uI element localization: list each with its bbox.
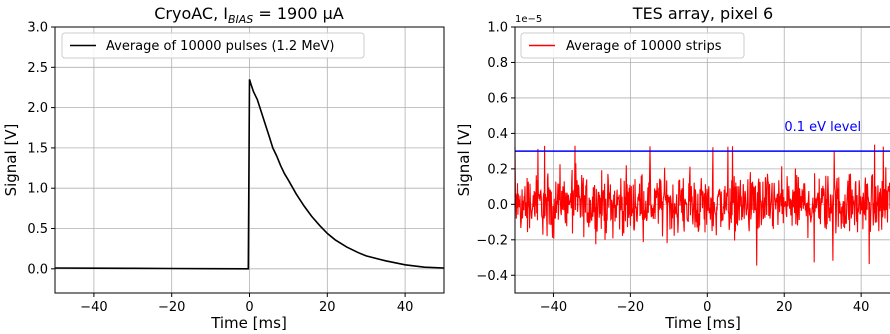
cryoac-ytick-label: 3.0 [27, 21, 48, 36]
tes-legend-label: Average of 10000 strips [566, 39, 722, 54]
tes-ytick-label: 0.0 [487, 198, 508, 213]
tes-legend-box [520, 32, 745, 59]
cryoac-xtick-label: −20 [158, 300, 185, 315]
cryoac-legend: Average of 10000 pulses (1.2 MeV) [61, 32, 365, 59]
tes-title: TES array, pixel 6 [632, 4, 773, 23]
tes-ticks: −40 −20 0 20 40 −0.4 −0.2 0.0 0.2 0.4 0.6 0.8 1.0 [476, 21, 869, 316]
tes-ytick-label: 0.2 [487, 162, 508, 177]
cryoac-xtick-label: 0 [245, 300, 253, 315]
cryoac-xtick-label: 20 [319, 300, 336, 315]
cryoac-ytick-label: 0.5 [27, 222, 48, 237]
cryoac-ticks: −40 −20 0 20 40 0.0 0.5 1.0 1.5 2.0 2.5 3.0 [27, 21, 413, 316]
tes-panel: TES array, pixel 6 1e−5 0.1 eV level −40… [455, 4, 890, 332]
cryoac-ytick-label: 2.5 [27, 61, 48, 76]
cryoac-ytick-label: 1.5 [27, 141, 48, 156]
tes-xtick-label: 40 [853, 300, 870, 315]
cryoac-xtick-label: −40 [80, 300, 107, 315]
tes-x-axis-label: Time [ms] [664, 314, 741, 332]
tes-legend: Average of 10000 strips [520, 32, 745, 59]
tes-xtick-label: −40 [540, 300, 567, 315]
tes-xtick-label: 20 [776, 300, 793, 315]
cryoac-ytick-label: 0.0 [27, 262, 48, 277]
cryoac-title: CryoAC, IBIAS = 1900 μA [154, 4, 344, 26]
cryoac-ytick-label: 1.0 [27, 182, 48, 197]
cryoac-ytick-label: 2.0 [27, 101, 48, 116]
cryoac-pulse-line [54, 79, 445, 270]
tes-series [514, 144, 890, 266]
tes-y-axis-label: Signal [V] [455, 124, 473, 197]
tes-noise-line [514, 144, 890, 266]
cryoac-series [54, 79, 445, 270]
tes-y-offset-label: 1e−5 [515, 14, 542, 25]
tes-xtick-label: −20 [617, 300, 644, 315]
cryoac-legend-box [61, 32, 365, 59]
cryoac-panel: CryoAC, IBIAS = 1900 μA −40 −20 0 20 40 0.0 0.… [2, 4, 445, 332]
tes-ytick-label: 0.8 [487, 56, 508, 71]
cryoac-x-axis-label: Time [ms] [210, 314, 287, 332]
tes-xtick-label: 0 [703, 300, 711, 315]
cryoac-xtick-label: 40 [397, 300, 414, 315]
tes-plot-frame [514, 26, 890, 294]
cryoac-y-axis-label: Signal [V] [2, 124, 20, 197]
tes-ytick-label: 0.6 [487, 91, 508, 106]
tes-ytick-label: 0.4 [487, 127, 508, 142]
cryoac-legend-label: Average of 10000 pulses (1.2 MeV) [106, 39, 335, 54]
tes-ytick-label: −0.2 [476, 233, 508, 248]
tes-ytick-label: 1.0 [487, 21, 508, 36]
tes-ytick-label: −0.4 [476, 269, 508, 284]
tes-threshold-label: 0.1 eV level [784, 120, 861, 135]
